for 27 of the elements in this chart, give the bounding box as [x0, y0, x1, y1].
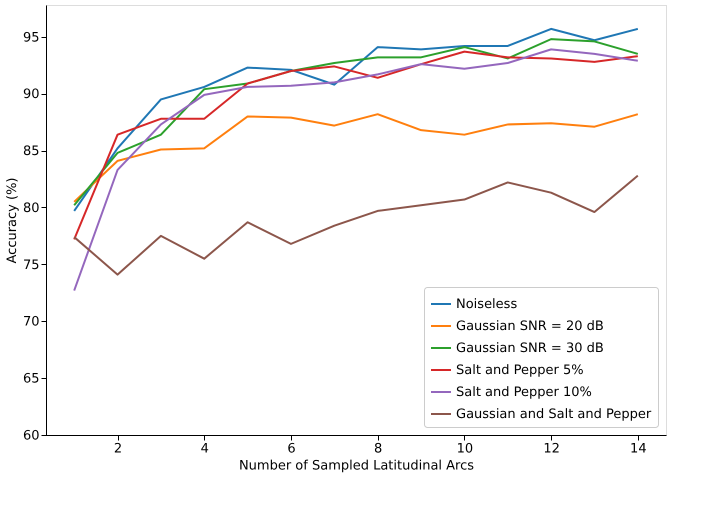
- y-tick-label: 85: [22, 144, 40, 160]
- line-series: [73, 50, 639, 240]
- legend-label: Gaussian SNR = 20 dB: [456, 319, 604, 334]
- x-tick-label: 10: [456, 442, 474, 456]
- y-tick-label: 80: [22, 200, 40, 216]
- legend-label: Gaussian and Salt and Pepper: [456, 407, 652, 422]
- x-tick-label: 12: [543, 442, 560, 456]
- y-tick-label: 75: [22, 258, 40, 273]
- x-tick-label: 2: [114, 442, 122, 456]
- line-series: [73, 113, 639, 203]
- y-tick-label: 70: [22, 314, 40, 330]
- legend-label: Noiseless: [456, 297, 518, 312]
- line-series: [73, 174, 639, 276]
- y-tick-label: 60: [22, 428, 40, 444]
- y-axis-title: Accuracy (%): [4, 178, 20, 264]
- x-axis-title: Number of Sampled Latitudinal Arcs: [238, 458, 474, 474]
- legend-label: Salt and Pepper 10%: [456, 385, 592, 400]
- x-tick-label: 14: [630, 442, 647, 456]
- x-tick-label: 4: [200, 442, 209, 456]
- line-series: [73, 48, 639, 292]
- x-tick-label: 6: [287, 442, 296, 456]
- y-tick-label: 65: [22, 372, 40, 387]
- y-tick-label: 95: [22, 30, 40, 46]
- legend-label: Salt and Pepper 5%: [456, 363, 584, 378]
- y-tick-label: 90: [22, 87, 40, 102]
- x-tick-label: 8: [374, 442, 382, 456]
- legend-label: Gaussian SNR = 30 dB: [456, 341, 604, 356]
